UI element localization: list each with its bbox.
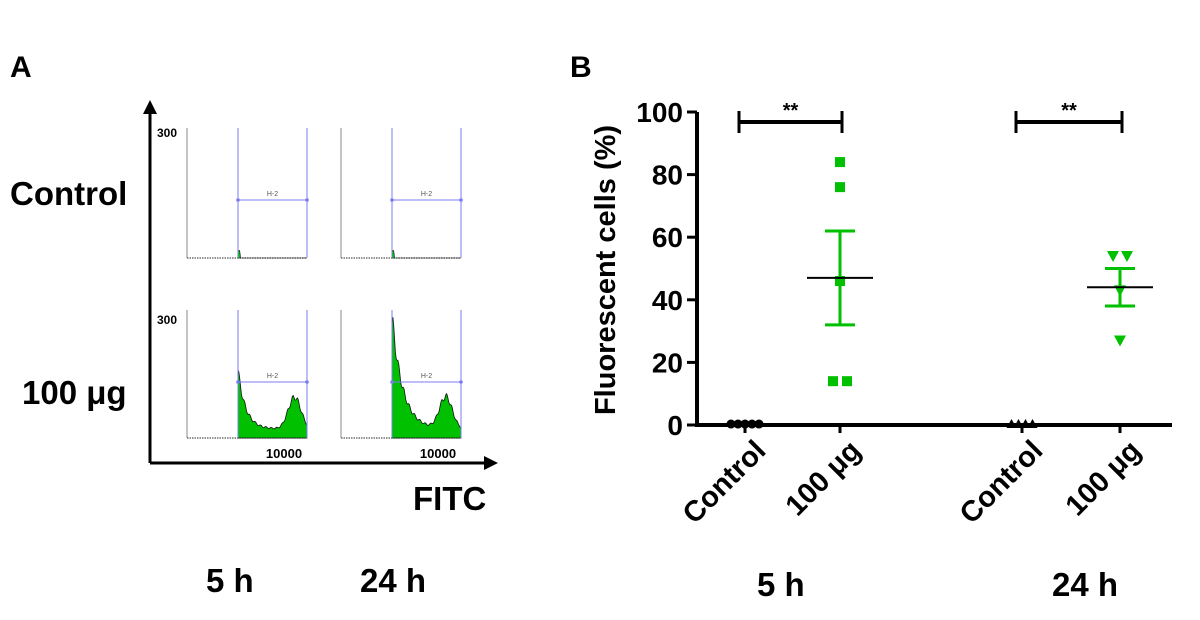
series-2-point-1 [835, 157, 845, 168]
hist-100ug-24h-fill [391, 317, 462, 439]
hist-100ug-5h-gate-dot-right [305, 380, 309, 384]
panel-b-x-categories: Control 100 μg Control 100 μg [677, 425, 1148, 531]
hist-control-5h-fill [237, 250, 307, 259]
hist-100ug-24h-gate-dot-left [390, 380, 394, 384]
y-tick-label-40: 40 [652, 285, 683, 316]
y-tick-label-0: 0 [667, 410, 683, 441]
panel-a-xlabel: FITC [413, 480, 486, 517]
hist-control-5h-gate-label: H-2 [267, 191, 278, 198]
hist-control-24h-fill [391, 250, 461, 259]
x-category-label-2: 100 μg [780, 435, 868, 523]
x-category-label-4: 100 μg [1060, 435, 1148, 523]
series-1 [726, 419, 764, 429]
hist-control-24h-gate-dot-right [459, 198, 463, 202]
hist-100ug-24h-gate-label: H-2 [421, 373, 432, 380]
hist-100ug-5h-fill [237, 369, 308, 439]
y-tick-label-100: 100 [636, 97, 683, 128]
series-3-point-4 [1027, 419, 1038, 429]
hist-ytick-top: 300 [157, 126, 177, 140]
hist-100ug-24h-gate-dot-right [459, 380, 463, 384]
hist-100ug-24h-xtick: 10000 [420, 446, 456, 461]
panel-a-y-arrow [143, 100, 157, 114]
significance-bracket-2: ** [1014, 100, 1124, 133]
series-1-point-1 [726, 419, 736, 429]
hist-100ug-5h-gate-dot-left [236, 380, 240, 384]
sig-label-2: ** [1061, 100, 1077, 122]
panel-a-col-label-24h: 24 h [360, 562, 426, 599]
panel-a-letter: A [10, 51, 32, 84]
panel-b-y-ticks: 0 20 40 60 80 100 [636, 97, 697, 441]
series-1-point-4 [747, 419, 757, 429]
hist-ytick-bottom: 300 [157, 313, 177, 327]
hist-100ug-5h-gate-label: H-2 [267, 373, 278, 380]
hist-control-5h: H-2 [186, 128, 309, 259]
series-2-point-5 [842, 376, 852, 387]
hist-100ug-5h-xtick: 10000 [266, 446, 302, 461]
series-4-point-4 [1114, 335, 1126, 347]
series-2-point-4 [828, 376, 838, 387]
significance-bracket-1: ** [737, 100, 844, 133]
y-tick-label-80: 80 [652, 160, 683, 191]
y-tick-label-60: 60 [652, 222, 683, 253]
series-2 [807, 157, 873, 387]
series-2-point-2 [835, 182, 845, 193]
panel-b-letter: B [570, 51, 592, 84]
hist-100ug-5h: H-2 10000 [186, 310, 309, 461]
y-tick-label-20: 20 [652, 347, 683, 378]
hist-control-5h-gate-dot-right [305, 198, 309, 202]
row-label-control: Control [10, 175, 127, 212]
hist-control-24h: H-2 [340, 128, 463, 259]
series-1-point-3 [740, 419, 750, 429]
histogram-grid: H-2 H-2 H-2 10000 H-2 10000 [186, 128, 463, 461]
series-4 [1087, 250, 1153, 347]
hist-control-24h-gate-label: H-2 [421, 191, 432, 198]
panel-b-group-label-24h: 24 h [1052, 566, 1118, 603]
hist-100ug-24h: H-2 10000 [340, 310, 463, 461]
panel-b-ylabel: Fluorescent cells (%) [590, 125, 622, 415]
series-3-point-1 [1006, 419, 1017, 429]
x-category-label-3: Control [954, 435, 1050, 531]
hist-control-24h-gate-dot-left [390, 198, 394, 202]
scatter-plot: ** ** [726, 100, 1153, 429]
panel-b-group-label-5h: 5 h [757, 566, 805, 603]
hist-control-5h-gate-dot-left [236, 198, 240, 202]
sig-label-1: ** [783, 100, 799, 122]
panel-a-col-label-5h: 5 h [206, 562, 254, 599]
series-4-point-1 [1107, 250, 1119, 262]
x-category-label-1: Control [677, 435, 773, 531]
panel-a-x-arrow [484, 456, 498, 470]
row-label-100ug: 100 μg [22, 374, 127, 411]
series-1-point-5 [754, 419, 764, 429]
series-4-point-2 [1121, 250, 1133, 262]
series-1-point-2 [733, 419, 743, 429]
